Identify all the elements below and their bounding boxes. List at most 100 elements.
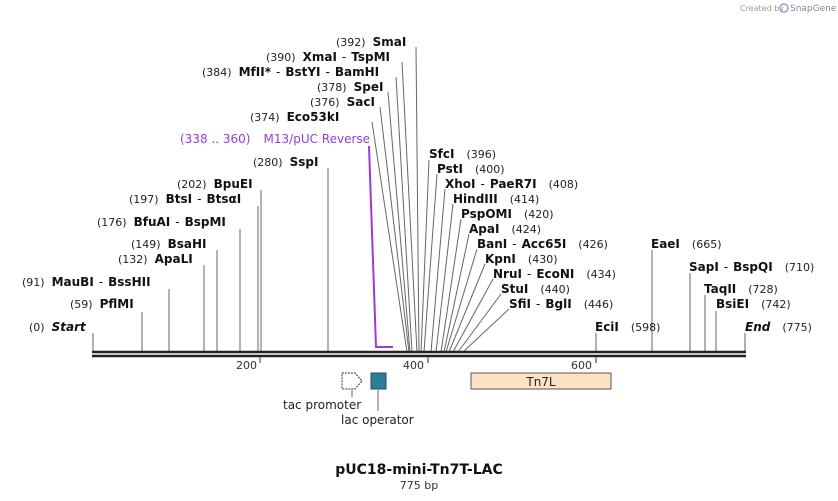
site-label[interactable]: XhoI - PaeR7I (408): [445, 177, 578, 191]
tick-600-label: 600: [571, 359, 592, 372]
leader-apai: [443, 233, 470, 353]
site-position: (176): [97, 216, 127, 229]
site-position: (374): [250, 111, 280, 124]
site-position: (392): [336, 36, 366, 49]
site-separator: -: [342, 50, 346, 64]
site-position: (424): [511, 223, 541, 236]
site-label[interactable]: HindIII (414): [453, 192, 539, 206]
site-enzyme-name: PspOMI: [461, 207, 512, 221]
site-enzyme-name: Acc65I: [522, 237, 567, 251]
site-label[interactable]: End (775): [745, 320, 812, 334]
site-label[interactable]: SfcI (396): [429, 147, 496, 161]
site-position: (280): [253, 156, 283, 169]
site-enzyme-name: KpnI: [485, 252, 516, 266]
site-enzyme-name: PaeR7I: [490, 177, 537, 191]
site-enzyme-name: BsaHI: [168, 237, 207, 251]
site-position: (775): [782, 321, 812, 334]
site-enzyme-name: SacI: [347, 95, 375, 109]
site-label[interactable]: (280) SspI: [253, 155, 318, 169]
site-position: (728): [748, 283, 778, 296]
site-enzyme-name: TaqII: [704, 282, 736, 296]
site-label[interactable]: KpnI (430): [485, 252, 558, 266]
site-position: (408): [549, 178, 579, 191]
site-label[interactable]: (149) BsaHI: [131, 237, 207, 251]
map-title: pUC18-mini-Tn7T-LAC: [335, 462, 502, 478]
leader-spei: [387, 91, 411, 353]
primer-m13-puc-reverse[interactable]: [368, 145, 393, 348]
feature-lac-operator[interactable]: lac operator: [341, 372, 414, 427]
site-label[interactable]: (91) MauBI - BssHII: [22, 275, 151, 289]
site-enzyme-name: End: [745, 320, 771, 334]
leader-nrui: [452, 278, 494, 353]
site-enzyme-name: Start: [52, 320, 87, 334]
snapgene-branding: Created by SnapGene: [740, 3, 837, 14]
site-separator: -: [527, 267, 531, 281]
primer-label[interactable]: (338 .. 360) M13/pUC Reverse: [180, 128, 370, 147]
primer-leader-line: [368, 145, 393, 348]
tn7l-box: [470, 372, 612, 390]
site-enzyme-name: BstYI: [285, 65, 320, 79]
site-position: (710): [785, 261, 815, 274]
site-label[interactable]: (390) XmaI - TspMI: [266, 50, 390, 64]
leader-sfii: [462, 308, 510, 353]
site-enzyme-name: PstI: [437, 162, 463, 176]
site-position: (384): [202, 66, 232, 79]
site-label[interactable]: (384) MfII* - BstYI - BamHI: [202, 65, 379, 79]
site-position: (376): [310, 96, 340, 109]
site-label[interactable]: (132) ApaLI: [118, 252, 193, 266]
site-label[interactable]: PspOMI (420): [461, 207, 554, 221]
site-enzyme-name: BamHI: [335, 65, 379, 79]
site-label[interactable]: (392) SmaI: [336, 35, 406, 49]
tac-promoter-label: tac promoter: [283, 398, 361, 412]
site-enzyme-name: SfiI: [509, 297, 531, 311]
site-enzyme-name: BtsαI: [206, 192, 241, 206]
leader-stui: [457, 293, 502, 353]
site-label[interactable]: SfiI - BglI (446): [509, 297, 613, 311]
site-label[interactable]: StuI (440): [501, 282, 570, 296]
site-star: *: [265, 65, 272, 79]
site-enzyme-name: SpeI: [354, 80, 384, 94]
site-leader-lines: [92, 46, 746, 353]
site-enzyme-name: XhoI: [445, 177, 476, 191]
site-position: (197): [129, 193, 159, 206]
site-label[interactable]: (376) SacI: [310, 95, 375, 109]
site-label[interactable]: (0) Start: [29, 320, 87, 334]
site-label[interactable]: (374) Eco53kI: [250, 110, 339, 124]
site-label[interactable]: (176) BfuAI - BspMI: [97, 215, 226, 229]
site-label[interactable]: EciI (598): [595, 320, 660, 334]
site-position: (434): [586, 268, 616, 281]
snapgene-text: SnapGene: [790, 4, 837, 14]
site-separator: -: [175, 215, 179, 229]
site-label[interactable]: NruI - EcoNI (434): [493, 267, 616, 281]
site-separator: -: [326, 65, 330, 79]
leader-kpni: [448, 263, 486, 353]
feature-tac-promoter[interactable]: tac promoter: [283, 372, 363, 412]
site-enzyme-name: BssHII: [108, 275, 150, 289]
site-label[interactable]: EaeI (665): [651, 237, 722, 251]
site-enzyme-name: ApaI: [469, 222, 499, 236]
leader-psti: [423, 173, 438, 353]
site-separator: -: [536, 297, 540, 311]
site-label[interactable]: (59) PflMI: [70, 297, 134, 311]
site-label[interactable]: (197) BtsI - BtsαI: [129, 192, 241, 206]
site-label[interactable]: ApaI (424): [469, 222, 541, 236]
site-enzyme-name: BsiEI: [716, 297, 749, 311]
site-label[interactable]: TaqII (728): [704, 282, 778, 296]
site-separator: -: [724, 260, 728, 274]
site-position: (91): [22, 276, 45, 289]
site-enzyme-name: StuI: [501, 282, 528, 296]
feature-tn7l[interactable]: Tn7L: [470, 372, 612, 390]
leader-eco53ki: [371, 121, 408, 353]
site-label[interactable]: BsiEI (742): [716, 297, 791, 311]
site-position: (420): [524, 208, 554, 221]
site-label[interactable]: PstI (400): [437, 162, 505, 176]
site-position: (390): [266, 51, 296, 64]
leader-xmai: [401, 61, 418, 353]
site-enzyme-name: SfcI: [429, 147, 454, 161]
site-label[interactable]: BanI - Acc65I (426): [477, 237, 608, 251]
site-label[interactable]: SapI - BspQI (710): [689, 260, 814, 274]
site-label[interactable]: (202) BpuEI: [177, 177, 253, 191]
lac-operator-label: lac operator: [341, 413, 414, 427]
site-label[interactable]: (378) SpeI: [317, 80, 383, 94]
site-position: (598): [631, 321, 661, 334]
